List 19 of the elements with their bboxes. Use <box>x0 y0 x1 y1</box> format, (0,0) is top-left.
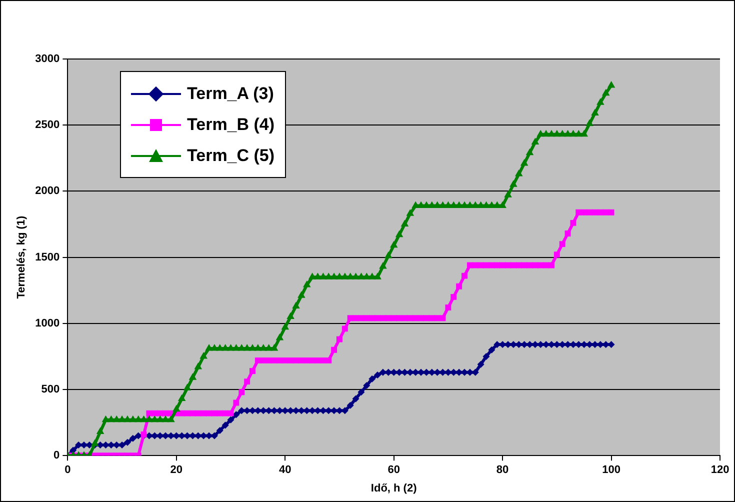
x-tick-label: 60 <box>388 464 400 476</box>
x-tick-label: 40 <box>278 464 292 476</box>
x-tick-label: 80 <box>496 464 509 476</box>
y-tick-label: 1000 <box>35 317 60 330</box>
legend-label: Term_A (3) <box>187 84 274 104</box>
y-tick-label: 500 <box>41 384 60 396</box>
x-axis-title: Idő, h (2) <box>370 482 418 494</box>
y-tick-label: 1500 <box>35 251 60 264</box>
legend-label: Term_B (4) <box>187 114 275 134</box>
y-tick-label: 3000 <box>35 53 60 66</box>
y-tick-label: 0 <box>54 450 60 462</box>
x-tick-label: 120 <box>710 464 730 476</box>
y-axis-title: Termelés, kg (1) <box>16 216 28 299</box>
legend-label: Term_C (5) <box>187 146 275 166</box>
x-tick-label: 20 <box>170 464 183 476</box>
x-tick-label: 0 <box>64 464 71 476</box>
y-tick-label: 2500 <box>35 119 60 132</box>
y-tick-label: 2000 <box>35 185 60 198</box>
x-tick-label: 100 <box>602 464 620 476</box>
